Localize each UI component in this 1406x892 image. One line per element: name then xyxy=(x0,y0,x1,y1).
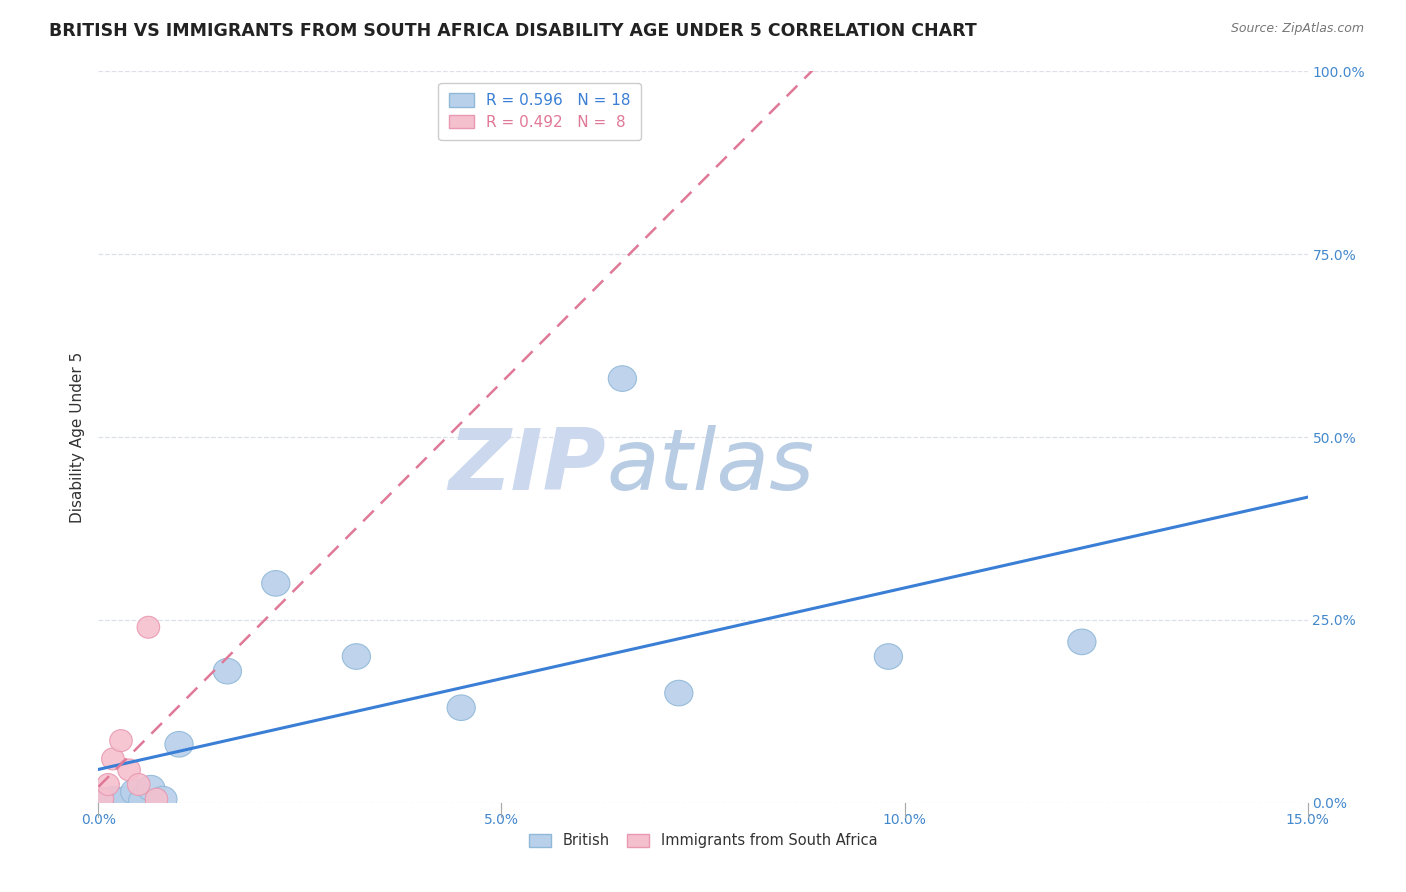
Ellipse shape xyxy=(214,658,242,684)
Ellipse shape xyxy=(149,787,177,812)
Ellipse shape xyxy=(129,788,157,814)
Ellipse shape xyxy=(609,366,637,392)
Legend: British, Immigrants from South Africa: British, Immigrants from South Africa xyxy=(523,828,883,854)
Text: BRITISH VS IMMIGRANTS FROM SOUTH AFRICA DISABILITY AGE UNDER 5 CORRELATION CHART: BRITISH VS IMMIGRANTS FROM SOUTH AFRICA … xyxy=(49,22,977,40)
Ellipse shape xyxy=(262,571,290,596)
Ellipse shape xyxy=(665,681,693,706)
Ellipse shape xyxy=(165,731,193,757)
Ellipse shape xyxy=(110,730,132,752)
Ellipse shape xyxy=(136,775,165,801)
Ellipse shape xyxy=(112,787,141,812)
Ellipse shape xyxy=(118,759,141,780)
Text: ZIP: ZIP xyxy=(449,425,606,508)
Ellipse shape xyxy=(145,789,167,810)
Ellipse shape xyxy=(875,644,903,669)
Ellipse shape xyxy=(97,773,120,796)
Ellipse shape xyxy=(447,695,475,721)
Ellipse shape xyxy=(94,788,122,814)
Y-axis label: Disability Age Under 5: Disability Age Under 5 xyxy=(70,351,86,523)
Ellipse shape xyxy=(121,779,149,805)
Ellipse shape xyxy=(342,644,371,669)
Text: Source: ZipAtlas.com: Source: ZipAtlas.com xyxy=(1230,22,1364,36)
Ellipse shape xyxy=(1067,629,1097,655)
Ellipse shape xyxy=(101,747,124,770)
Ellipse shape xyxy=(91,789,114,810)
Text: atlas: atlas xyxy=(606,425,814,508)
Ellipse shape xyxy=(138,616,160,639)
Ellipse shape xyxy=(98,787,127,812)
Ellipse shape xyxy=(104,788,132,814)
Ellipse shape xyxy=(128,773,150,796)
Ellipse shape xyxy=(89,788,117,814)
